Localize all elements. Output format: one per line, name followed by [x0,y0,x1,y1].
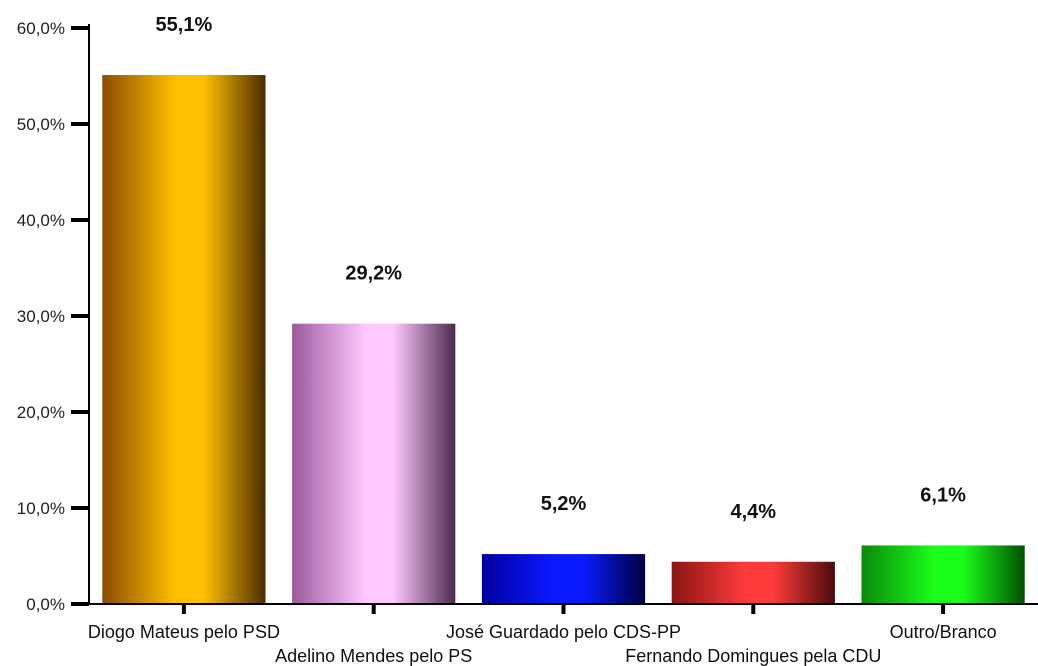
data-label: 55,1% [156,14,213,36]
category-label: Fernando Domingues pela CDU [625,646,881,666]
data-label: 4,4% [731,501,777,523]
data-label: 5,2% [541,493,587,515]
y-tick-label: 60,0% [17,19,65,38]
y-axis: 0,0% 10,0% 20,0% 30,0% 40,0% 50,0% 60,0% [17,19,90,614]
data-label: 6,1% [920,484,966,506]
bar [292,323,456,604]
category-label: Diogo Mateus pelo PSD [88,622,280,642]
category-label: Outro/Branco [890,622,997,642]
y-tick-label: 40,0% [17,211,65,230]
labels: Diogo Mateus pelo PSD 55,1% Adelino Mendes… [88,14,997,666]
bars [102,75,1025,605]
bar [102,75,266,605]
bar [861,545,1025,604]
category-label: Adelino Mendes pelo PS [275,646,472,666]
y-tick-label: 50,0% [17,115,65,134]
y-tick-label: 10,0% [17,499,65,518]
bar [671,561,835,604]
y-tick-label: 20,0% [17,403,65,422]
x-axis [89,603,1038,614]
y-tick-label: 0,0% [26,595,65,614]
y-tick-label: 30,0% [17,307,65,326]
data-label: 29,2% [345,263,402,285]
bar [481,554,646,604]
category-label: José Guardado pelo CDS-PP [446,622,681,642]
